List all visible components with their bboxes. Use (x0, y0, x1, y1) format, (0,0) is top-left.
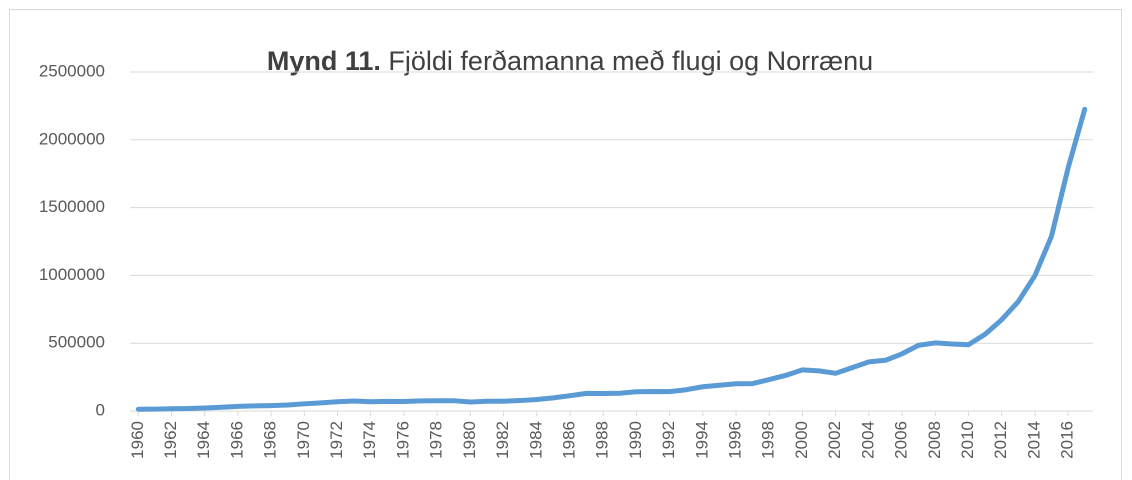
y-tick-label: 0 (96, 400, 105, 419)
data-line (135, 106, 1088, 412)
x-tick-label: 1978 (427, 421, 446, 459)
x-tick-label: 2014 (1024, 421, 1043, 459)
x-tick-label: 1980 (460, 421, 479, 459)
x-tick-label: 2016 (1058, 421, 1077, 459)
x-tick-label: 1960 (128, 421, 147, 459)
x-tick-label: 1974 (360, 421, 379, 459)
x-tick-label: 2008 (925, 421, 944, 459)
x-tick-label: 1968 (261, 421, 280, 459)
chart-frame (9, 9, 1122, 480)
y-tick-label: 2000000 (39, 129, 105, 148)
x-tick-label: 1972 (327, 421, 346, 459)
x-tick-label: 1966 (227, 421, 246, 459)
x-tick-label: 1990 (626, 421, 645, 459)
y-tick-label: 1500000 (39, 197, 105, 216)
x-tick-label: 1986 (559, 421, 578, 459)
title-text: Fjöldi ferðamanna með flugi og Norrænu (388, 46, 873, 76)
y-tick-label: 2500000 (39, 61, 105, 80)
x-tick-label: 2002 (825, 421, 844, 459)
x-tick-label: 1976 (393, 421, 412, 459)
x-tick-label: 2010 (958, 421, 977, 459)
x-tick-label: 1988 (593, 421, 612, 459)
chart-title: Mynd 11. Fjöldi ferðamanna með flugi og … (267, 46, 873, 76)
x-tick-label: 2012 (991, 421, 1010, 459)
y-tick-label: 1000000 (39, 265, 105, 284)
x-tick-label: 2004 (858, 421, 877, 459)
title-bold: Mynd 11. (267, 46, 381, 76)
x-tick-label: 1982 (493, 421, 512, 459)
x-tick-label: 2006 (892, 421, 911, 459)
x-tick-label: 2000 (792, 421, 811, 459)
x-tick-label: 1992 (659, 421, 678, 459)
y-tick-label: 500000 (48, 333, 105, 352)
x-tick-label: 1996 (726, 421, 745, 459)
x-tick-label: 1994 (692, 421, 711, 459)
x-tick-label: 1970 (294, 421, 313, 459)
x-tick-label: 1962 (161, 421, 180, 459)
x-tick-label: 1998 (759, 421, 778, 459)
x-tick-label: 1984 (526, 421, 545, 459)
x-tick-label: 1964 (194, 421, 213, 459)
